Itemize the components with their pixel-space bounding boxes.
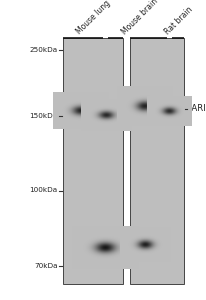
Text: Mouse brain: Mouse brain [120, 0, 160, 36]
Text: 250kDa: 250kDa [29, 46, 58, 52]
Text: Mouse lung: Mouse lung [74, 0, 112, 36]
Bar [63, 38, 123, 284]
Text: 150kDa: 150kDa [29, 112, 58, 118]
Text: JARID2: JARID2 [189, 104, 206, 113]
Text: 100kDa: 100kDa [29, 188, 58, 194]
Text: Rat brain: Rat brain [163, 4, 194, 36]
Text: 70kDa: 70kDa [34, 262, 58, 268]
Bar [130, 38, 184, 284]
